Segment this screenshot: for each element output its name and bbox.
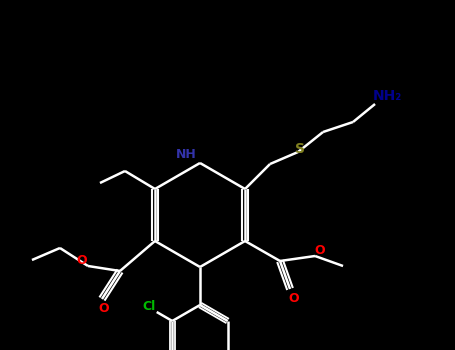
Text: Cl: Cl (142, 300, 155, 313)
Text: NH₂: NH₂ (372, 89, 402, 103)
Text: NH: NH (176, 148, 197, 161)
Text: O: O (99, 302, 109, 315)
Text: O: O (315, 245, 325, 258)
Text: S: S (295, 142, 305, 156)
Text: O: O (289, 293, 299, 306)
Text: O: O (76, 254, 87, 267)
